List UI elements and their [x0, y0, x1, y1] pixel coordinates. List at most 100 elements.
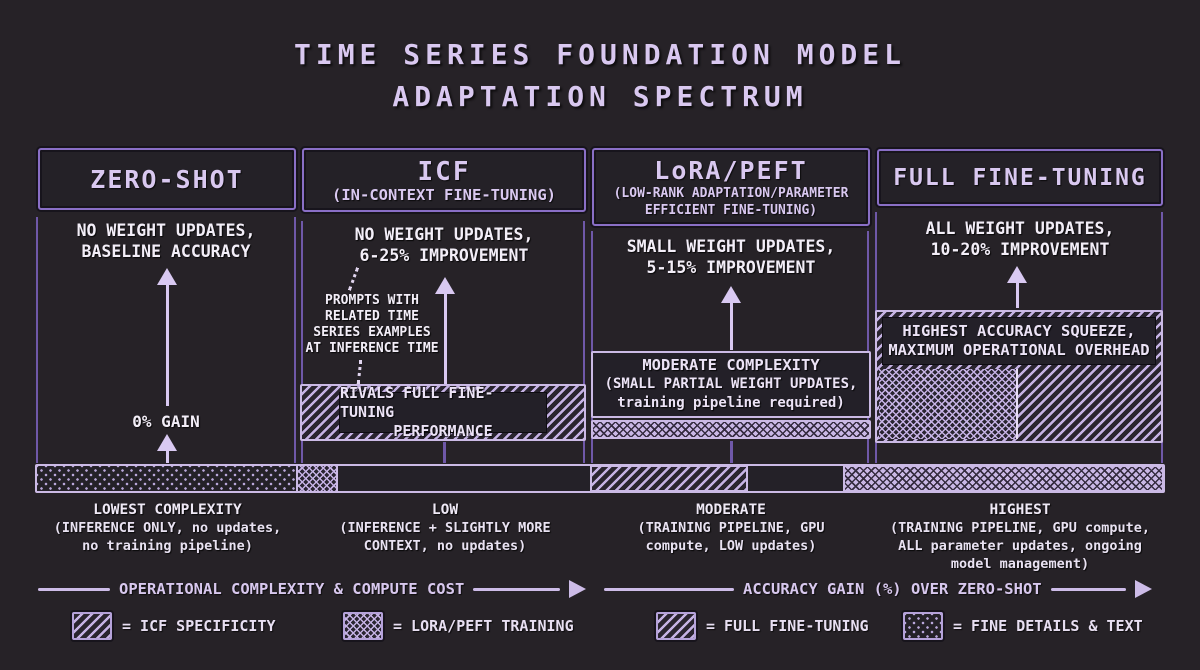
lora-title: LoRA/PEFT: [654, 155, 808, 185]
lora-subtitle-line1: (LOW-RANK ADAPTATION/PARAMETER: [613, 185, 849, 201]
spectrum-bar: [35, 464, 1165, 493]
full-ft-box-line1: HIGHEST ACCURACY SQUEEZE,: [902, 322, 1136, 340]
low-detail2: CONTEXT, no updates): [363, 538, 527, 554]
lora-bar-tick: [730, 441, 733, 463]
page-title: TIME SERIES FOUNDATION MODEL ADAPTATION …: [0, 34, 1200, 118]
icf-up-arrow: [434, 277, 456, 408]
legend-label-full-ft: = FULL FINE-TUNING: [706, 617, 869, 635]
legend-item-fine-details: = FINE DETAILS & TEXT: [903, 612, 1143, 640]
icf-note-line2: 6-25% IMPROVEMENT: [359, 246, 529, 265]
moderate-title: MODERATE: [696, 502, 766, 518]
highest-title: HIGHEST: [989, 502, 1051, 518]
full-ft-note-line2: 10-20% IMPROVEMENT: [930, 240, 1110, 259]
full-ft-box-line2: MAXIMUM OPERATIONAL OVERHEAD: [888, 341, 1150, 359]
low-title: LOW: [431, 502, 459, 518]
icf-prompt-line3: SERIES EXAMPLES: [313, 325, 431, 340]
bar-segment-bright-crosshatch: [843, 465, 1164, 492]
lora-crosshatch-strip: [591, 420, 871, 439]
highest-detail1: (TRAINING PIPELINE, GPU compute,: [889, 520, 1151, 536]
axis-line-mid: [473, 587, 560, 591]
icf-note: NO WEIGHT UPDATES, 6-25% IMPROVEMENT: [302, 224, 586, 266]
zero-shot-gain-arrow: [156, 434, 178, 463]
page-title-line2: ADAPTATION SPECTRUM: [392, 80, 808, 113]
axis-line-mid2: [1050, 587, 1126, 591]
legend-label-fine-details: = FINE DETAILS & TEXT: [953, 617, 1143, 635]
column-header-zero-shot: ZERO-SHOT: [38, 148, 296, 210]
lora-note: SMALL WEIGHT UPDATES, 5-15% IMPROVEMENT: [592, 236, 870, 278]
diagonal-hatch-swatch-icon: [72, 612, 112, 640]
legend-item-lora: = LORA/PEFT TRAINING: [343, 612, 574, 640]
low-detail1: (INFERENCE + SLIGHTLY MORE: [339, 520, 551, 536]
full-ft-up-arrow: [1006, 266, 1028, 308]
moderate-detail2: compute, LOW updates): [645, 538, 817, 554]
zero-shot-column-outline: [36, 217, 296, 463]
full-ft-inner-box: HIGHEST ACCURACY SQUEEZE, MAXIMUM OPERAT…: [882, 317, 1156, 365]
lora-up-arrow: [720, 286, 742, 350]
lowest-detail2: no training pipeline): [82, 538, 253, 554]
lora-complexity-box: MODERATE COMPLEXITY (SMALL PARTIAL WEIGH…: [591, 351, 871, 418]
column-header-full-fine-tuning: FULL FINE-TUNING: [877, 149, 1163, 206]
zero-shot-up-arrow: [156, 268, 178, 406]
lowest-detail1: (INFERENCE ONLY, no updates,: [53, 520, 282, 536]
full-ft-note: ALL WEIGHT UPDATES, 10-20% IMPROVEMENT: [877, 218, 1163, 260]
page-title-line1: TIME SERIES FOUNDATION MODEL: [293, 38, 906, 71]
bar-segment-dots: [37, 466, 298, 491]
icf-subtitle: (IN-CONTEXT FINE-TUNING): [332, 185, 556, 204]
bar-segment-diagonal: [590, 465, 748, 492]
column-header-icf: ICF (IN-CONTEXT FINE-TUNING): [302, 148, 586, 212]
complexity-axis-label: OPERATIONAL COMPLEXITY & COMPUTE COST: [119, 580, 465, 598]
complexity-label-highest: HIGHEST (TRAINING PIPELINE, GPU compute,…: [855, 501, 1185, 573]
complexity-label-moderate: MODERATE (TRAINING PIPELINE, GPU compute…: [590, 501, 872, 555]
dots-swatch-icon: [903, 612, 943, 640]
icf-prompts-note: PROMPTS WITH RELATED TIME SERIES EXAMPLE…: [302, 293, 442, 357]
legend-item-icf: = ICF SPECIFICITY: [72, 612, 276, 640]
accuracy-axis-label: ACCURACY GAIN (%) OVER ZERO-SHOT: [743, 580, 1042, 598]
full-ft-crosshatch-region: [879, 369, 1018, 439]
accuracy-axis-arrow: ACCURACY GAIN (%) OVER ZERO-SHOT: [604, 580, 1152, 598]
lora-note-line1: SMALL WEIGHT UPDATES,: [626, 237, 836, 256]
icf-note-line1: NO WEIGHT UPDATES,: [354, 225, 534, 244]
column-header-lora-peft: LoRA/PEFT (LOW-RANK ADAPTATION/PARAMETER…: [592, 148, 870, 226]
icf-rivals-inner-box: RIVALS FULL FINE-TUNING PERFORMANCE: [339, 384, 547, 440]
full-ft-overhead-box: HIGHEST ACCURACY SQUEEZE, MAXIMUM OPERAT…: [875, 310, 1163, 443]
highest-detail2: ALL parameter updates, ongoing: [898, 538, 1142, 554]
lora-note-line2: 5-15% IMPROVEMENT: [646, 258, 816, 277]
lora-box-line2: (SMALL PARTIAL WEIGHT UPDATES,: [604, 376, 858, 392]
axis-line-left: [38, 587, 110, 591]
bar-segment-crosshatch-small: [298, 466, 338, 491]
crosshatch-swatch-icon: [343, 612, 383, 640]
zero-shot-note: NO WEIGHT UPDATES, BASELINE ACCURACY: [36, 220, 296, 262]
icf-rivals-line1: RIVALS FULL FINE-TUNING: [340, 384, 494, 421]
complexity-label-lowest: LOWEST COMPLEXITY (INFERENCE ONLY, no up…: [35, 501, 300, 555]
icf-bar-tick: [443, 442, 446, 463]
zero-shot-note-line2: BASELINE ACCURACY: [81, 242, 251, 261]
full-ft-note-line1: ALL WEIGHT UPDATES,: [925, 219, 1115, 238]
icf-column-outline: [301, 221, 585, 463]
axis-line-left2: [604, 587, 734, 591]
highest-detail3: model management): [950, 556, 1090, 572]
icf-prompt-line1: PROMPTS WITH: [325, 293, 419, 308]
moderate-detail1: (TRAINING PIPELINE, GPU: [637, 520, 825, 536]
diagonal-hatch-swatch-icon: [656, 612, 696, 640]
icf-rivals-line2: PERFORMANCE: [393, 422, 493, 440]
full-ft-title: FULL FINE-TUNING: [893, 164, 1147, 191]
lowest-title: LOWEST COMPLEXITY: [93, 502, 242, 518]
complexity-axis-arrow: OPERATIONAL COMPLEXITY & COMPUTE COST: [38, 580, 586, 598]
lora-box-line3: training pipeline required): [617, 395, 845, 411]
zero-shot-gain-label: 0% GAIN: [132, 412, 200, 431]
legend-item-full-ft: = FULL FINE-TUNING: [656, 612, 869, 640]
lora-subtitle-line2: EFFICIENT FINE-TUNING): [644, 202, 818, 218]
legend-label-icf: = ICF SPECIFICITY: [122, 617, 276, 635]
icf-prompt-line2: RELATED TIME: [325, 309, 419, 324]
right-arrowhead-icon: [1135, 580, 1152, 598]
legend-label-lora: = LORA/PEFT TRAINING: [393, 617, 574, 635]
lora-column-outline: [591, 231, 869, 463]
icf-rivals-box: RIVALS FULL FINE-TUNING PERFORMANCE: [300, 384, 586, 441]
zero-shot-note-line1: NO WEIGHT UPDATES,: [76, 221, 256, 240]
right-arrowhead-icon: [569, 580, 586, 598]
icf-title: ICF: [417, 156, 471, 187]
icf-prompt-line4: AT INFERENCE TIME: [305, 341, 439, 356]
lora-box-line1: MODERATE COMPLEXITY: [642, 356, 820, 374]
zero-shot-title: ZERO-SHOT: [90, 164, 244, 194]
complexity-label-low: LOW (INFERENCE + SLIGHTLY MORE CONTEXT, …: [300, 501, 590, 555]
